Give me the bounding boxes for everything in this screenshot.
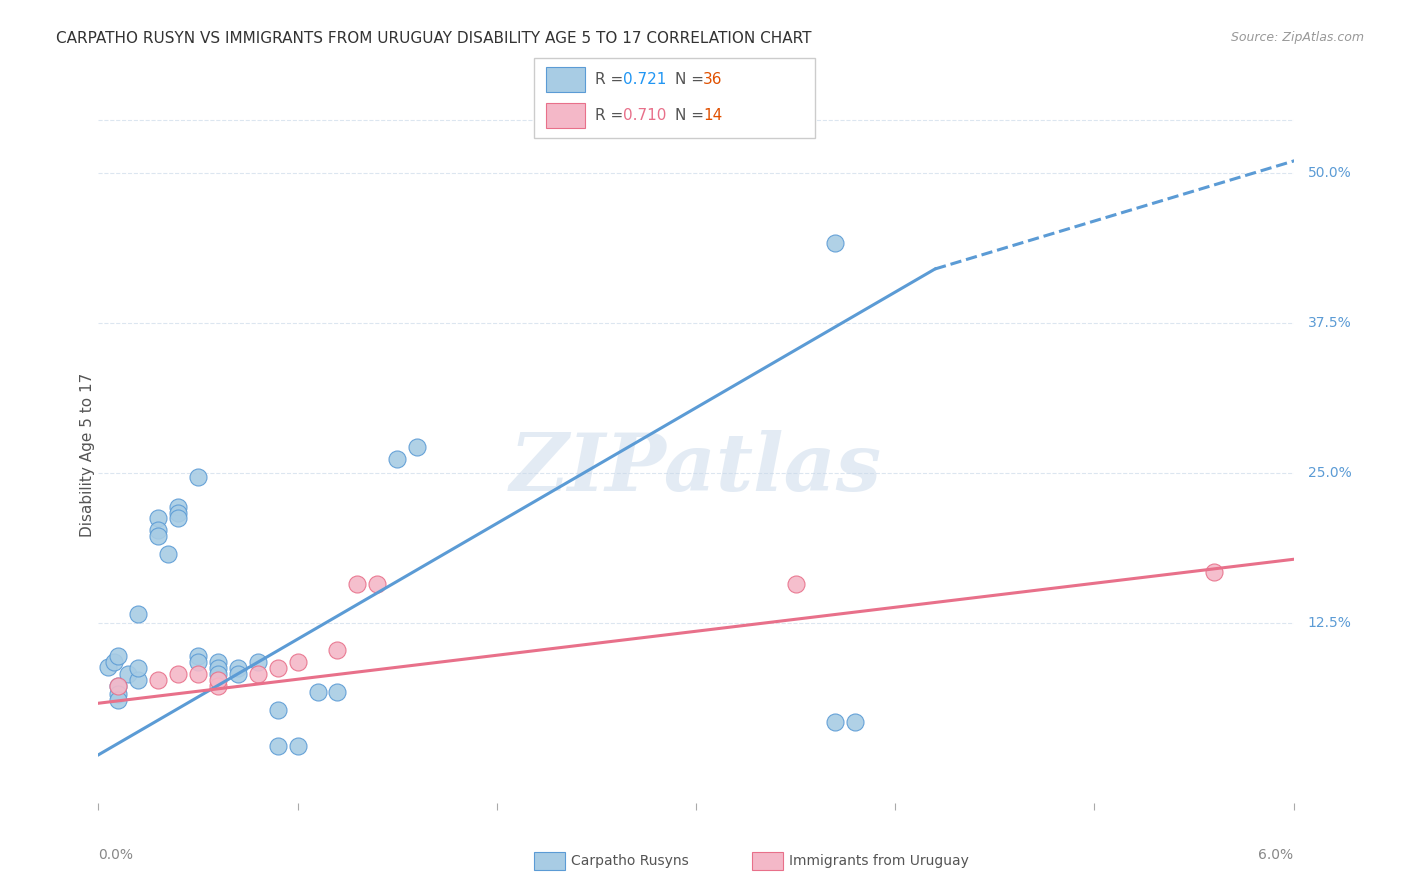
Point (187, 656, 209, 670)
Text: R =: R = (595, 108, 628, 122)
Text: 37.5%: 37.5% (1308, 316, 1351, 330)
Point (107, 680, 129, 694)
Text: Carpatho Rusyns: Carpatho Rusyns (571, 854, 689, 868)
Point (1202, 566, 1225, 580)
Point (127, 607, 149, 622)
Point (287, 739, 309, 754)
Text: N =: N = (675, 72, 709, 87)
Point (97, 660, 120, 674)
Text: ZIPatlas: ZIPatlas (510, 430, 882, 508)
Point (127, 673, 149, 688)
Point (246, 656, 269, 670)
Point (226, 661, 249, 675)
Point (148, 511, 170, 525)
Text: Immigrants from Uruguay: Immigrants from Uruguay (789, 854, 969, 868)
Point (207, 667, 229, 681)
Point (107, 680, 129, 694)
Point (366, 577, 388, 591)
Point (267, 739, 290, 754)
Text: CARPATHO RUSYN VS IMMIGRANTS FROM URUGUAY DISABILITY AGE 5 TO 17 CORRELATION CHA: CARPATHO RUSYN VS IMMIGRANTS FROM URUGUA… (56, 31, 811, 46)
Point (107, 692, 129, 706)
Text: 25.0%: 25.0% (1308, 466, 1351, 480)
Point (187, 667, 209, 681)
Y-axis label: Disability Age 5 to 17: Disability Age 5 to 17 (80, 373, 94, 537)
Text: 12.5%: 12.5% (1308, 615, 1351, 630)
Point (824, 715, 846, 730)
Text: 0.710: 0.710 (623, 108, 666, 122)
Point (287, 656, 309, 670)
Point (406, 440, 429, 454)
Point (187, 649, 209, 664)
Point (148, 673, 170, 688)
Text: 14: 14 (703, 108, 723, 122)
Text: R =: R = (595, 72, 628, 87)
Text: 0.721: 0.721 (623, 72, 666, 87)
Point (207, 656, 229, 670)
Text: 6.0%: 6.0% (1258, 848, 1294, 862)
Point (307, 685, 329, 699)
Point (267, 661, 290, 675)
Point (167, 500, 190, 514)
Point (267, 703, 290, 717)
Point (346, 577, 368, 591)
Point (157, 548, 180, 562)
Point (167, 667, 190, 681)
Point (226, 667, 249, 681)
Point (167, 506, 190, 520)
Point (107, 649, 129, 664)
Point (246, 667, 269, 681)
Point (148, 529, 170, 543)
Text: 0.0%: 0.0% (98, 848, 134, 862)
Point (207, 680, 229, 694)
Point (167, 511, 190, 525)
Point (785, 577, 807, 591)
Point (207, 673, 229, 688)
Point (148, 524, 170, 538)
Point (207, 661, 229, 675)
Text: 36: 36 (703, 72, 723, 87)
Point (117, 667, 139, 681)
Point (326, 643, 349, 657)
Point (824, 235, 846, 250)
Point (103, 656, 125, 670)
Text: Source: ZipAtlas.com: Source: ZipAtlas.com (1230, 31, 1364, 45)
Point (187, 469, 209, 483)
Point (844, 715, 866, 730)
Text: 50.0%: 50.0% (1308, 166, 1351, 180)
Point (107, 687, 129, 701)
Text: N =: N = (675, 108, 709, 122)
Point (385, 451, 409, 466)
Point (326, 685, 349, 699)
Point (127, 661, 149, 675)
